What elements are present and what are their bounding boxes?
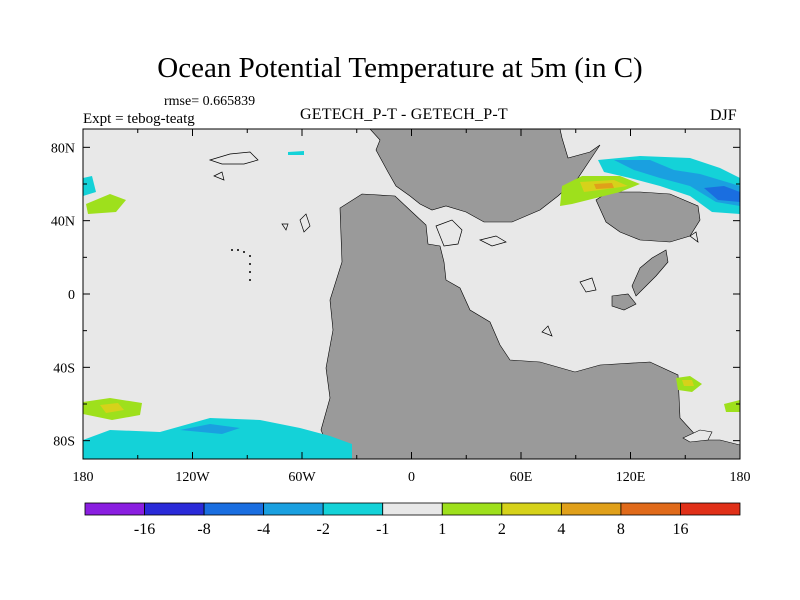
colorbar-swatch [84, 502, 145, 516]
anomaly-small-cool [288, 151, 304, 155]
colorbar-swatch [620, 502, 681, 516]
colorbar-swatch [501, 502, 562, 516]
anomaly-north-cool-band-inner [614, 160, 740, 206]
colorbar-label: -4 [257, 521, 270, 538]
colorbar-swatch [560, 502, 622, 516]
anomaly-south-pacific-warm-inner [100, 403, 124, 413]
colorbar-label: 4 [557, 521, 565, 538]
y-tick-label: 80S [53, 435, 75, 450]
x-tick-label: 60W [288, 470, 316, 485]
anomaly-north-pacific-warm [86, 194, 126, 214]
colorbar-label: -16 [134, 521, 155, 538]
x-axis-labels: 180 120W 60W 0 60E 120E 180 [73, 470, 751, 485]
colorbar-swatch [263, 502, 324, 516]
anomaly-north-warm-core [594, 183, 614, 189]
colorbar-swatch [382, 502, 443, 516]
colorbar-label: -8 [197, 521, 210, 538]
y-axis-labels: 80N 40N 0 40S 80S [51, 141, 75, 449]
y-tick-label: 40S [53, 361, 75, 376]
island-africa-coast [541, 325, 553, 337]
land-masses [320, 129, 740, 459]
anomaly-north-pacific-cool [83, 176, 96, 196]
seamount-dot [249, 255, 251, 257]
colorbar-swatch [680, 502, 741, 516]
land-americas-africa [320, 193, 740, 459]
x-tick-label: 120W [175, 470, 210, 485]
anomaly-north-cool-band-core [704, 186, 740, 202]
land-asia-block [595, 191, 701, 243]
chart-title: Ocean Potential Temperature at 5m (in C) [157, 52, 643, 84]
colorbar-label: -2 [317, 521, 330, 538]
island-north-arctic-1 [208, 151, 259, 165]
x-tick-label: 0 [408, 470, 415, 485]
colorbar-label: -1 [376, 521, 389, 538]
y-tick-label: 40N [51, 215, 75, 230]
seamount-dot [249, 279, 251, 281]
x-tick-label: 180 [730, 470, 751, 485]
rmse-label: rmse= 0.665839 [164, 94, 256, 109]
island-east-1 [579, 277, 597, 293]
colorbar-labels: -16 -8 -4 -2 -1 1 2 4 8 16 [134, 521, 689, 538]
anomaly-australia-warm-inner [682, 380, 694, 386]
colorbar-label: 1 [438, 521, 446, 538]
colorbar-label: 16 [672, 521, 688, 538]
island-east-2 [689, 231, 699, 243]
land-antarctic-east [682, 429, 713, 443]
island-west-1 [299, 213, 311, 233]
seamount-dot [237, 249, 239, 251]
island-west-2 [281, 223, 289, 231]
anomaly-south-pacific-cool-inner [180, 424, 240, 434]
land-island-south [611, 293, 637, 311]
experiment-label: Expt = tebog-teatg [83, 111, 195, 127]
anomaly-south-pacific-cool [83, 418, 352, 459]
land-island-east [631, 249, 669, 297]
seamount-dot [231, 249, 233, 251]
seamount-dots [231, 249, 251, 281]
seamount-dot [243, 251, 245, 253]
y-tick-label: 0 [68, 288, 75, 303]
x-tick-label: 60E [510, 470, 533, 485]
comparison-label: GETECH_P-T - GETECH_P-T [300, 106, 508, 123]
anomaly-far-east-warm [724, 400, 740, 412]
land-northern-continent [369, 129, 601, 223]
island-med-2 [478, 235, 507, 247]
seamount-dot [249, 263, 251, 265]
season-label: DJF [710, 107, 737, 124]
axis-ticks [82, 129, 741, 459]
island-med-1 [435, 219, 463, 247]
colorbar-swatch [322, 502, 384, 516]
island-north-arctic-2 [213, 171, 225, 181]
colorbar [84, 502, 741, 516]
anomaly-north-cool-band [598, 156, 740, 214]
colorbar-swatch [144, 502, 205, 516]
x-tick-label: 120E [616, 470, 646, 485]
small-islands [208, 151, 699, 337]
colorbar-swatch [441, 502, 503, 516]
colorbar-swatch [203, 502, 265, 516]
colorbar-label: 8 [617, 521, 625, 538]
x-tick-label: 180 [73, 470, 94, 485]
seamount-dot [249, 271, 251, 273]
colorbar-label: 2 [498, 521, 506, 538]
y-tick-label: 80N [51, 141, 75, 156]
temperature-anomaly-patches [83, 151, 740, 459]
